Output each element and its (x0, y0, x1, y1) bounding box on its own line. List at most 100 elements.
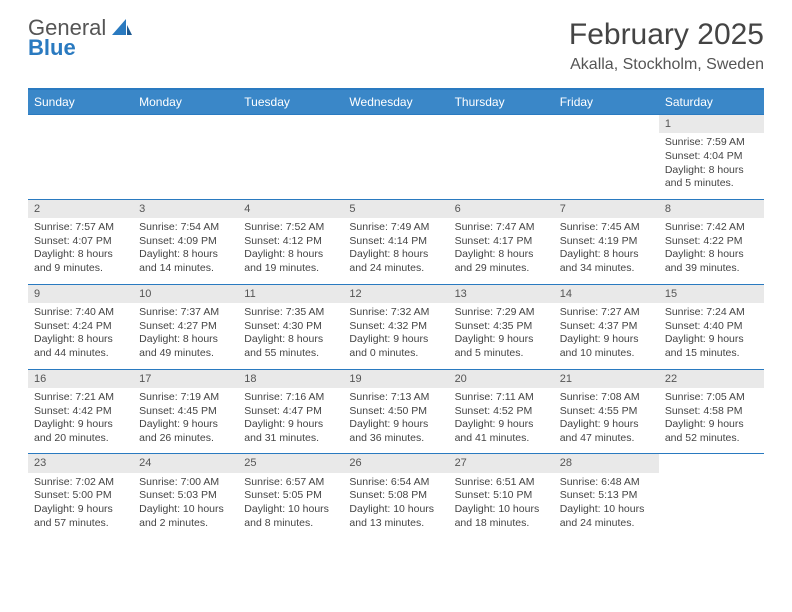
day-line-sunrise: Sunrise: 7:49 AM (349, 221, 442, 235)
day-number: 7 (554, 200, 659, 218)
day-number (133, 115, 238, 133)
week-row: 9Sunrise: 7:40 AMSunset: 4:24 PMDaylight… (28, 284, 764, 369)
day-cell: 4Sunrise: 7:52 AMSunset: 4:12 PMDaylight… (238, 200, 343, 284)
day-number: 20 (449, 370, 554, 388)
day-body: Sunrise: 7:11 AMSunset: 4:52 PMDaylight:… (449, 388, 554, 454)
day-body: Sunrise: 7:05 AMSunset: 4:58 PMDaylight:… (659, 388, 764, 454)
day-cell: 3Sunrise: 7:54 AMSunset: 4:09 PMDaylight… (133, 200, 238, 284)
day-line-d2: and 49 minutes. (139, 347, 232, 361)
empty-cell (28, 115, 133, 199)
day-cell: 18Sunrise: 7:16 AMSunset: 4:47 PMDayligh… (238, 370, 343, 454)
day-line-sunset: Sunset: 4:30 PM (244, 320, 337, 334)
day-cell: 10Sunrise: 7:37 AMSunset: 4:27 PMDayligh… (133, 285, 238, 369)
week-row: 16Sunrise: 7:21 AMSunset: 4:42 PMDayligh… (28, 369, 764, 454)
day-number (449, 115, 554, 133)
day-number: 1 (659, 115, 764, 133)
day-cell: 24Sunrise: 7:00 AMSunset: 5:03 PMDayligh… (133, 454, 238, 538)
day-line-d1: Daylight: 9 hours (455, 333, 548, 347)
logo: General Blue (28, 18, 132, 58)
day-line-sunset: Sunset: 5:13 PM (560, 489, 653, 503)
day-cell: 26Sunrise: 6:54 AMSunset: 5:08 PMDayligh… (343, 454, 448, 538)
day-number: 15 (659, 285, 764, 303)
day-line-d2: and 26 minutes. (139, 432, 232, 446)
day-line-d1: Daylight: 8 hours (139, 333, 232, 347)
day-line-sunset: Sunset: 4:47 PM (244, 405, 337, 419)
day-line-d1: Daylight: 9 hours (349, 333, 442, 347)
day-line-d1: Daylight: 9 hours (139, 418, 232, 432)
day-cell: 25Sunrise: 6:57 AMSunset: 5:05 PMDayligh… (238, 454, 343, 538)
day-line-d2: and 52 minutes. (665, 432, 758, 446)
week-row: 1Sunrise: 7:59 AMSunset: 4:04 PMDaylight… (28, 114, 764, 199)
day-number: 16 (28, 370, 133, 388)
day-line-d1: Daylight: 9 hours (560, 418, 653, 432)
day-line-sunset: Sunset: 4:24 PM (34, 320, 127, 334)
day-line-d1: Daylight: 10 hours (349, 503, 442, 517)
day-line-sunset: Sunset: 4:55 PM (560, 405, 653, 419)
day-line-d1: Daylight: 8 hours (139, 248, 232, 262)
day-body: Sunrise: 7:49 AMSunset: 4:14 PMDaylight:… (343, 218, 448, 284)
week-row: 23Sunrise: 7:02 AMSunset: 5:00 PMDayligh… (28, 453, 764, 538)
day-line-sunrise: Sunrise: 6:57 AM (244, 476, 337, 490)
day-line-d1: Daylight: 9 hours (665, 333, 758, 347)
day-cell: 9Sunrise: 7:40 AMSunset: 4:24 PMDaylight… (28, 285, 133, 369)
day-line-d2: and 8 minutes. (244, 517, 337, 531)
day-number: 26 (343, 454, 448, 472)
day-cell: 28Sunrise: 6:48 AMSunset: 5:13 PMDayligh… (554, 454, 659, 538)
day-line-sunset: Sunset: 5:03 PM (139, 489, 232, 503)
day-line-sunset: Sunset: 5:05 PM (244, 489, 337, 503)
empty-cell (133, 115, 238, 199)
day-line-d1: Daylight: 9 hours (665, 418, 758, 432)
day-body: Sunrise: 7:21 AMSunset: 4:42 PMDaylight:… (28, 388, 133, 454)
day-line-d2: and 9 minutes. (34, 262, 127, 276)
day-cell: 19Sunrise: 7:13 AMSunset: 4:50 PMDayligh… (343, 370, 448, 454)
day-line-d2: and 14 minutes. (139, 262, 232, 276)
day-line-d2: and 39 minutes. (665, 262, 758, 276)
day-line-d2: and 10 minutes. (560, 347, 653, 361)
day-line-d1: Daylight: 10 hours (139, 503, 232, 517)
day-cell: 5Sunrise: 7:49 AMSunset: 4:14 PMDaylight… (343, 200, 448, 284)
day-header: Tuesday (238, 90, 343, 114)
day-number: 11 (238, 285, 343, 303)
day-line-sunrise: Sunrise: 7:57 AM (34, 221, 127, 235)
day-cell: 6Sunrise: 7:47 AMSunset: 4:17 PMDaylight… (449, 200, 554, 284)
day-body: Sunrise: 6:48 AMSunset: 5:13 PMDaylight:… (554, 473, 659, 539)
day-line-d1: Daylight: 9 hours (244, 418, 337, 432)
day-line-sunrise: Sunrise: 6:48 AM (560, 476, 653, 490)
day-cell: 1Sunrise: 7:59 AMSunset: 4:04 PMDaylight… (659, 115, 764, 199)
day-number: 19 (343, 370, 448, 388)
day-body: Sunrise: 7:02 AMSunset: 5:00 PMDaylight:… (28, 473, 133, 539)
day-line-sunrise: Sunrise: 7:37 AM (139, 306, 232, 320)
day-line-sunrise: Sunrise: 7:45 AM (560, 221, 653, 235)
day-line-sunrise: Sunrise: 6:54 AM (349, 476, 442, 490)
day-body: Sunrise: 7:16 AMSunset: 4:47 PMDaylight:… (238, 388, 343, 454)
day-line-sunset: Sunset: 4:14 PM (349, 235, 442, 249)
day-line-d1: Daylight: 10 hours (560, 503, 653, 517)
day-line-sunrise: Sunrise: 7:00 AM (139, 476, 232, 490)
day-body: Sunrise: 7:19 AMSunset: 4:45 PMDaylight:… (133, 388, 238, 454)
day-body: Sunrise: 7:37 AMSunset: 4:27 PMDaylight:… (133, 303, 238, 369)
day-number: 21 (554, 370, 659, 388)
day-line-d1: Daylight: 9 hours (349, 418, 442, 432)
day-line-d2: and 0 minutes. (349, 347, 442, 361)
day-line-sunrise: Sunrise: 7:52 AM (244, 221, 337, 235)
day-number: 9 (28, 285, 133, 303)
day-cell: 17Sunrise: 7:19 AMSunset: 4:45 PMDayligh… (133, 370, 238, 454)
day-number: 22 (659, 370, 764, 388)
calendar: SundayMondayTuesdayWednesdayThursdayFrid… (28, 88, 764, 538)
day-line-sunrise: Sunrise: 7:05 AM (665, 391, 758, 405)
day-line-d2: and 20 minutes. (34, 432, 127, 446)
day-line-d2: and 5 minutes. (455, 347, 548, 361)
day-body: Sunrise: 7:45 AMSunset: 4:19 PMDaylight:… (554, 218, 659, 284)
day-line-sunrise: Sunrise: 7:35 AM (244, 306, 337, 320)
day-line-d1: Daylight: 8 hours (455, 248, 548, 262)
day-cell: 2Sunrise: 7:57 AMSunset: 4:07 PMDaylight… (28, 200, 133, 284)
day-line-sunrise: Sunrise: 7:24 AM (665, 306, 758, 320)
week-row: 2Sunrise: 7:57 AMSunset: 4:07 PMDaylight… (28, 199, 764, 284)
day-line-d1: Daylight: 10 hours (244, 503, 337, 517)
day-body: Sunrise: 7:24 AMSunset: 4:40 PMDaylight:… (659, 303, 764, 369)
day-cell: 13Sunrise: 7:29 AMSunset: 4:35 PMDayligh… (449, 285, 554, 369)
day-number: 10 (133, 285, 238, 303)
day-body: Sunrise: 6:54 AMSunset: 5:08 PMDaylight:… (343, 473, 448, 539)
empty-cell (659, 454, 764, 538)
day-line-sunset: Sunset: 4:17 PM (455, 235, 548, 249)
